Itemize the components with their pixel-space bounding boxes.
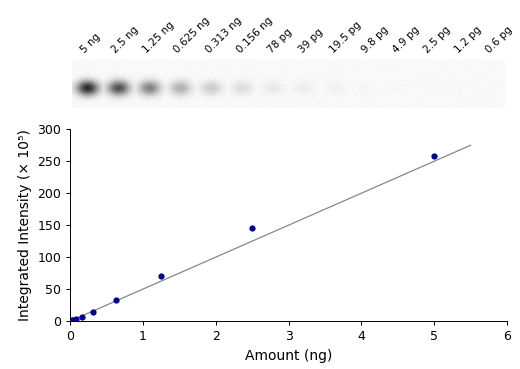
Point	[72, 316, 80, 322]
Text: 78 pg: 78 pg	[266, 27, 294, 55]
Point	[67, 318, 75, 324]
Point	[89, 309, 97, 315]
Text: 1.2 pg: 1.2 pg	[453, 25, 484, 55]
Point	[66, 318, 74, 324]
Text: 4.9 pg: 4.9 pg	[391, 25, 421, 55]
Text: 0.313 ng: 0.313 ng	[203, 15, 243, 55]
Point	[248, 225, 256, 231]
Text: 1.25 ng: 1.25 ng	[141, 20, 176, 55]
Text: 39 pg: 39 pg	[297, 27, 325, 55]
Point	[112, 297, 120, 303]
Text: 0.156 ng: 0.156 ng	[235, 15, 275, 55]
Point	[430, 153, 438, 159]
Text: 2.5 ng: 2.5 ng	[110, 25, 140, 55]
Text: 9.8 pg: 9.8 pg	[359, 25, 390, 55]
Y-axis label: Integrated Intensity (× 10⁵): Integrated Intensity (× 10⁵)	[18, 129, 32, 321]
Point	[67, 318, 75, 324]
Point	[66, 318, 74, 324]
Point	[77, 314, 86, 320]
Point	[69, 317, 77, 323]
Point	[157, 273, 165, 279]
X-axis label: Amount (ng): Amount (ng)	[245, 349, 332, 363]
Point	[68, 317, 76, 323]
Text: 0.625 ng: 0.625 ng	[172, 15, 212, 55]
Text: 2.5 pg: 2.5 pg	[422, 25, 452, 55]
Text: 5 ng: 5 ng	[79, 32, 102, 55]
Text: 19.5 pg: 19.5 pg	[328, 20, 363, 55]
Point	[66, 318, 74, 324]
Text: 0.6 pg: 0.6 pg	[484, 25, 515, 55]
